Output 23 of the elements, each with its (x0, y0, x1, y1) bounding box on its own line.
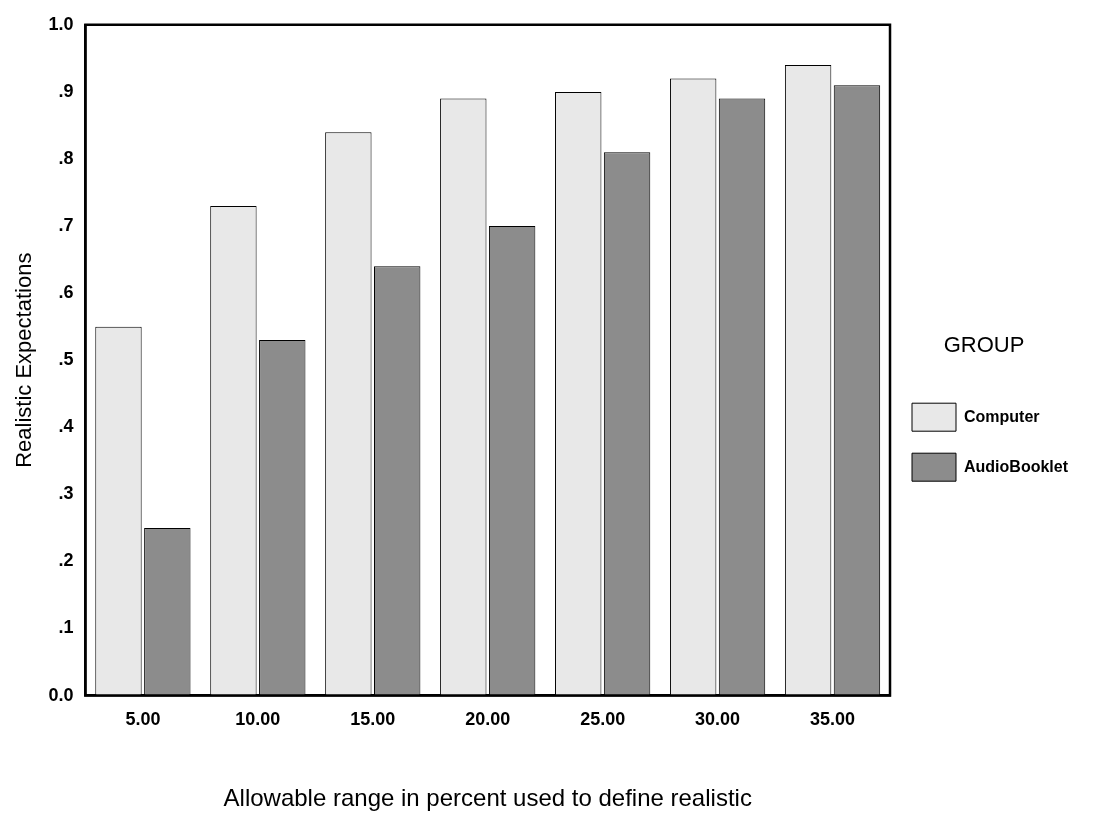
legend-title: GROUP (943, 331, 1025, 357)
y-tick-label: .7 (58, 215, 74, 236)
y-tick-label: .1 (58, 617, 74, 638)
x-tick-label: 35.00 (810, 709, 856, 730)
y-tick-label: .2 (58, 550, 74, 571)
y-tick-label: .5 (58, 349, 74, 370)
x-tick-label: 5.00 (125, 709, 161, 730)
y-tick-label: .9 (58, 80, 74, 101)
y-tick-label: 1.0 (48, 13, 74, 34)
legend-label: Computer (964, 407, 1040, 425)
x-tick-label: 25.00 (580, 709, 626, 730)
y-axis-title: Realistic Expectations (11, 252, 37, 468)
x-tick-label: 30.00 (695, 709, 741, 730)
y-tick-label: .6 (58, 282, 74, 303)
y-tick-label: .8 (58, 147, 74, 168)
x-tick-label: 15.00 (350, 709, 396, 730)
x-tick-label: 10.00 (235, 709, 281, 730)
y-tick-label: 0.0 (48, 684, 74, 705)
x-tick-label: 20.00 (465, 709, 511, 730)
y-tick-label: .4 (58, 416, 74, 437)
y-tick-label: .3 (58, 483, 74, 504)
legend-label: AudioBooklet (964, 457, 1069, 475)
x-axis-title: Allowable range in percent used to define realistic (223, 784, 752, 812)
